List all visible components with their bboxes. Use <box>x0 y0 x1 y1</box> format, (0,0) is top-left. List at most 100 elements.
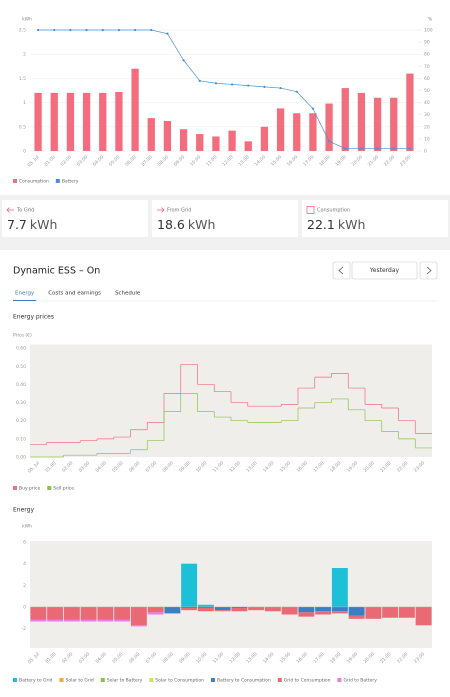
bar <box>390 97 398 151</box>
line-point <box>166 32 169 35</box>
legend-label: Buy price <box>19 486 40 492</box>
date-label: Yesterday <box>369 267 400 274</box>
bar <box>212 136 220 151</box>
energy-bar <box>348 606 365 616</box>
legend-label: Solar to Battery <box>107 678 143 684</box>
bar <box>50 92 58 151</box>
legend-label: Consumption <box>19 179 49 185</box>
line-point <box>230 83 234 86</box>
line-point <box>101 28 104 32</box>
energy-bar <box>331 606 348 612</box>
stat-value: 18.6 kWh <box>157 217 215 232</box>
bar <box>196 134 204 151</box>
line-point <box>53 28 56 32</box>
line-point <box>279 86 282 90</box>
bar <box>260 126 269 151</box>
bar <box>309 113 317 151</box>
energy-bar <box>114 619 131 622</box>
bar <box>357 92 366 151</box>
bar <box>66 92 75 151</box>
energy-bar <box>197 604 214 607</box>
y-tick-label: 2 <box>23 52 26 58</box>
y2-tick-label: 0 <box>424 149 427 155</box>
energy-bar <box>130 625 147 627</box>
date-button[interactable] <box>351 261 418 280</box>
legend-label: Battery <box>62 179 79 185</box>
y2-tick-label: 20 <box>424 124 430 130</box>
line-point <box>392 147 395 150</box>
energy-bar <box>281 606 298 615</box>
bar <box>34 92 42 151</box>
y-tick-label: 0.5 <box>19 124 26 130</box>
y-tick-label: 0 <box>23 149 26 155</box>
energy-bar <box>47 619 64 622</box>
y2-tick-label: 100 <box>424 28 433 34</box>
icon <box>157 207 165 213</box>
bar <box>325 103 333 151</box>
panel-title: Dynamic ESS – On <box>13 266 100 277</box>
legend-swatch <box>337 678 342 682</box>
line-point <box>198 79 201 82</box>
stat-unit: kWh <box>188 217 216 232</box>
energy-bar <box>214 606 231 611</box>
icon <box>306 206 315 214</box>
prev-button[interactable] <box>332 261 351 280</box>
next-button[interactable] <box>419 261 438 280</box>
line-point <box>408 147 412 150</box>
bar <box>82 92 91 151</box>
energy-bar <box>63 619 80 622</box>
y2-tick-label: 30 <box>424 112 430 118</box>
bar <box>341 88 349 151</box>
legend-swatch <box>59 678 64 682</box>
y-tick-label: 0 <box>23 604 26 610</box>
legend-swatch <box>13 678 17 682</box>
energy-bar <box>214 610 231 612</box>
stat-value: 7.7 kWh <box>7 217 57 232</box>
tab[interactable]: Schedule <box>115 291 141 297</box>
energy-bar <box>164 606 181 614</box>
energy-bar <box>348 615 365 619</box>
y-tick-label: 4 <box>23 561 26 567</box>
line-point <box>150 28 153 32</box>
bar <box>179 129 188 151</box>
energy-bar <box>298 612 315 617</box>
legend-swatch <box>13 486 17 490</box>
line-point <box>69 28 72 32</box>
energy-bar <box>130 606 147 626</box>
bar <box>99 92 107 151</box>
y-tick-label: 0.10 <box>16 436 26 442</box>
y2-tick-label: 10 <box>424 136 430 142</box>
legend-label: Solar to Grid <box>65 678 93 684</box>
energy-bar <box>147 612 164 615</box>
legend-label: Solar to Consumption <box>155 678 204 684</box>
legend-swatch <box>47 486 52 490</box>
energy-bar <box>30 619 47 622</box>
energy-bar <box>30 606 47 620</box>
y-tick-label: 1.5 <box>19 76 26 82</box>
y-tick-label: 0.00 <box>16 455 26 461</box>
y-tick-label: 0.40 <box>16 382 26 388</box>
line-point <box>344 147 347 150</box>
energy-bar <box>63 606 80 620</box>
stat-number: 18.6 <box>157 217 185 232</box>
y-tick-label: 1 <box>23 100 26 106</box>
legend-swatch <box>55 179 60 183</box>
bar <box>244 141 252 151</box>
stat-unit: kWh <box>30 217 58 232</box>
y-axis-label: kWh <box>22 524 32 530</box>
y2-tick-label: 40 <box>424 100 430 106</box>
energy-bar <box>80 619 97 622</box>
stat-title: To Grid <box>16 208 34 214</box>
energy-bar <box>47 606 64 620</box>
line-point <box>311 107 315 110</box>
line-point <box>133 28 137 32</box>
tab[interactable]: Energy <box>15 291 35 297</box>
bar <box>163 120 172 151</box>
tab[interactable]: Costs and earnings <box>48 291 101 297</box>
stat-number: 7.7 <box>7 217 27 232</box>
line-point <box>247 84 250 87</box>
line-point <box>182 59 185 62</box>
stat-title: From Grid <box>167 208 191 214</box>
y2-axis-label: % <box>428 17 433 23</box>
